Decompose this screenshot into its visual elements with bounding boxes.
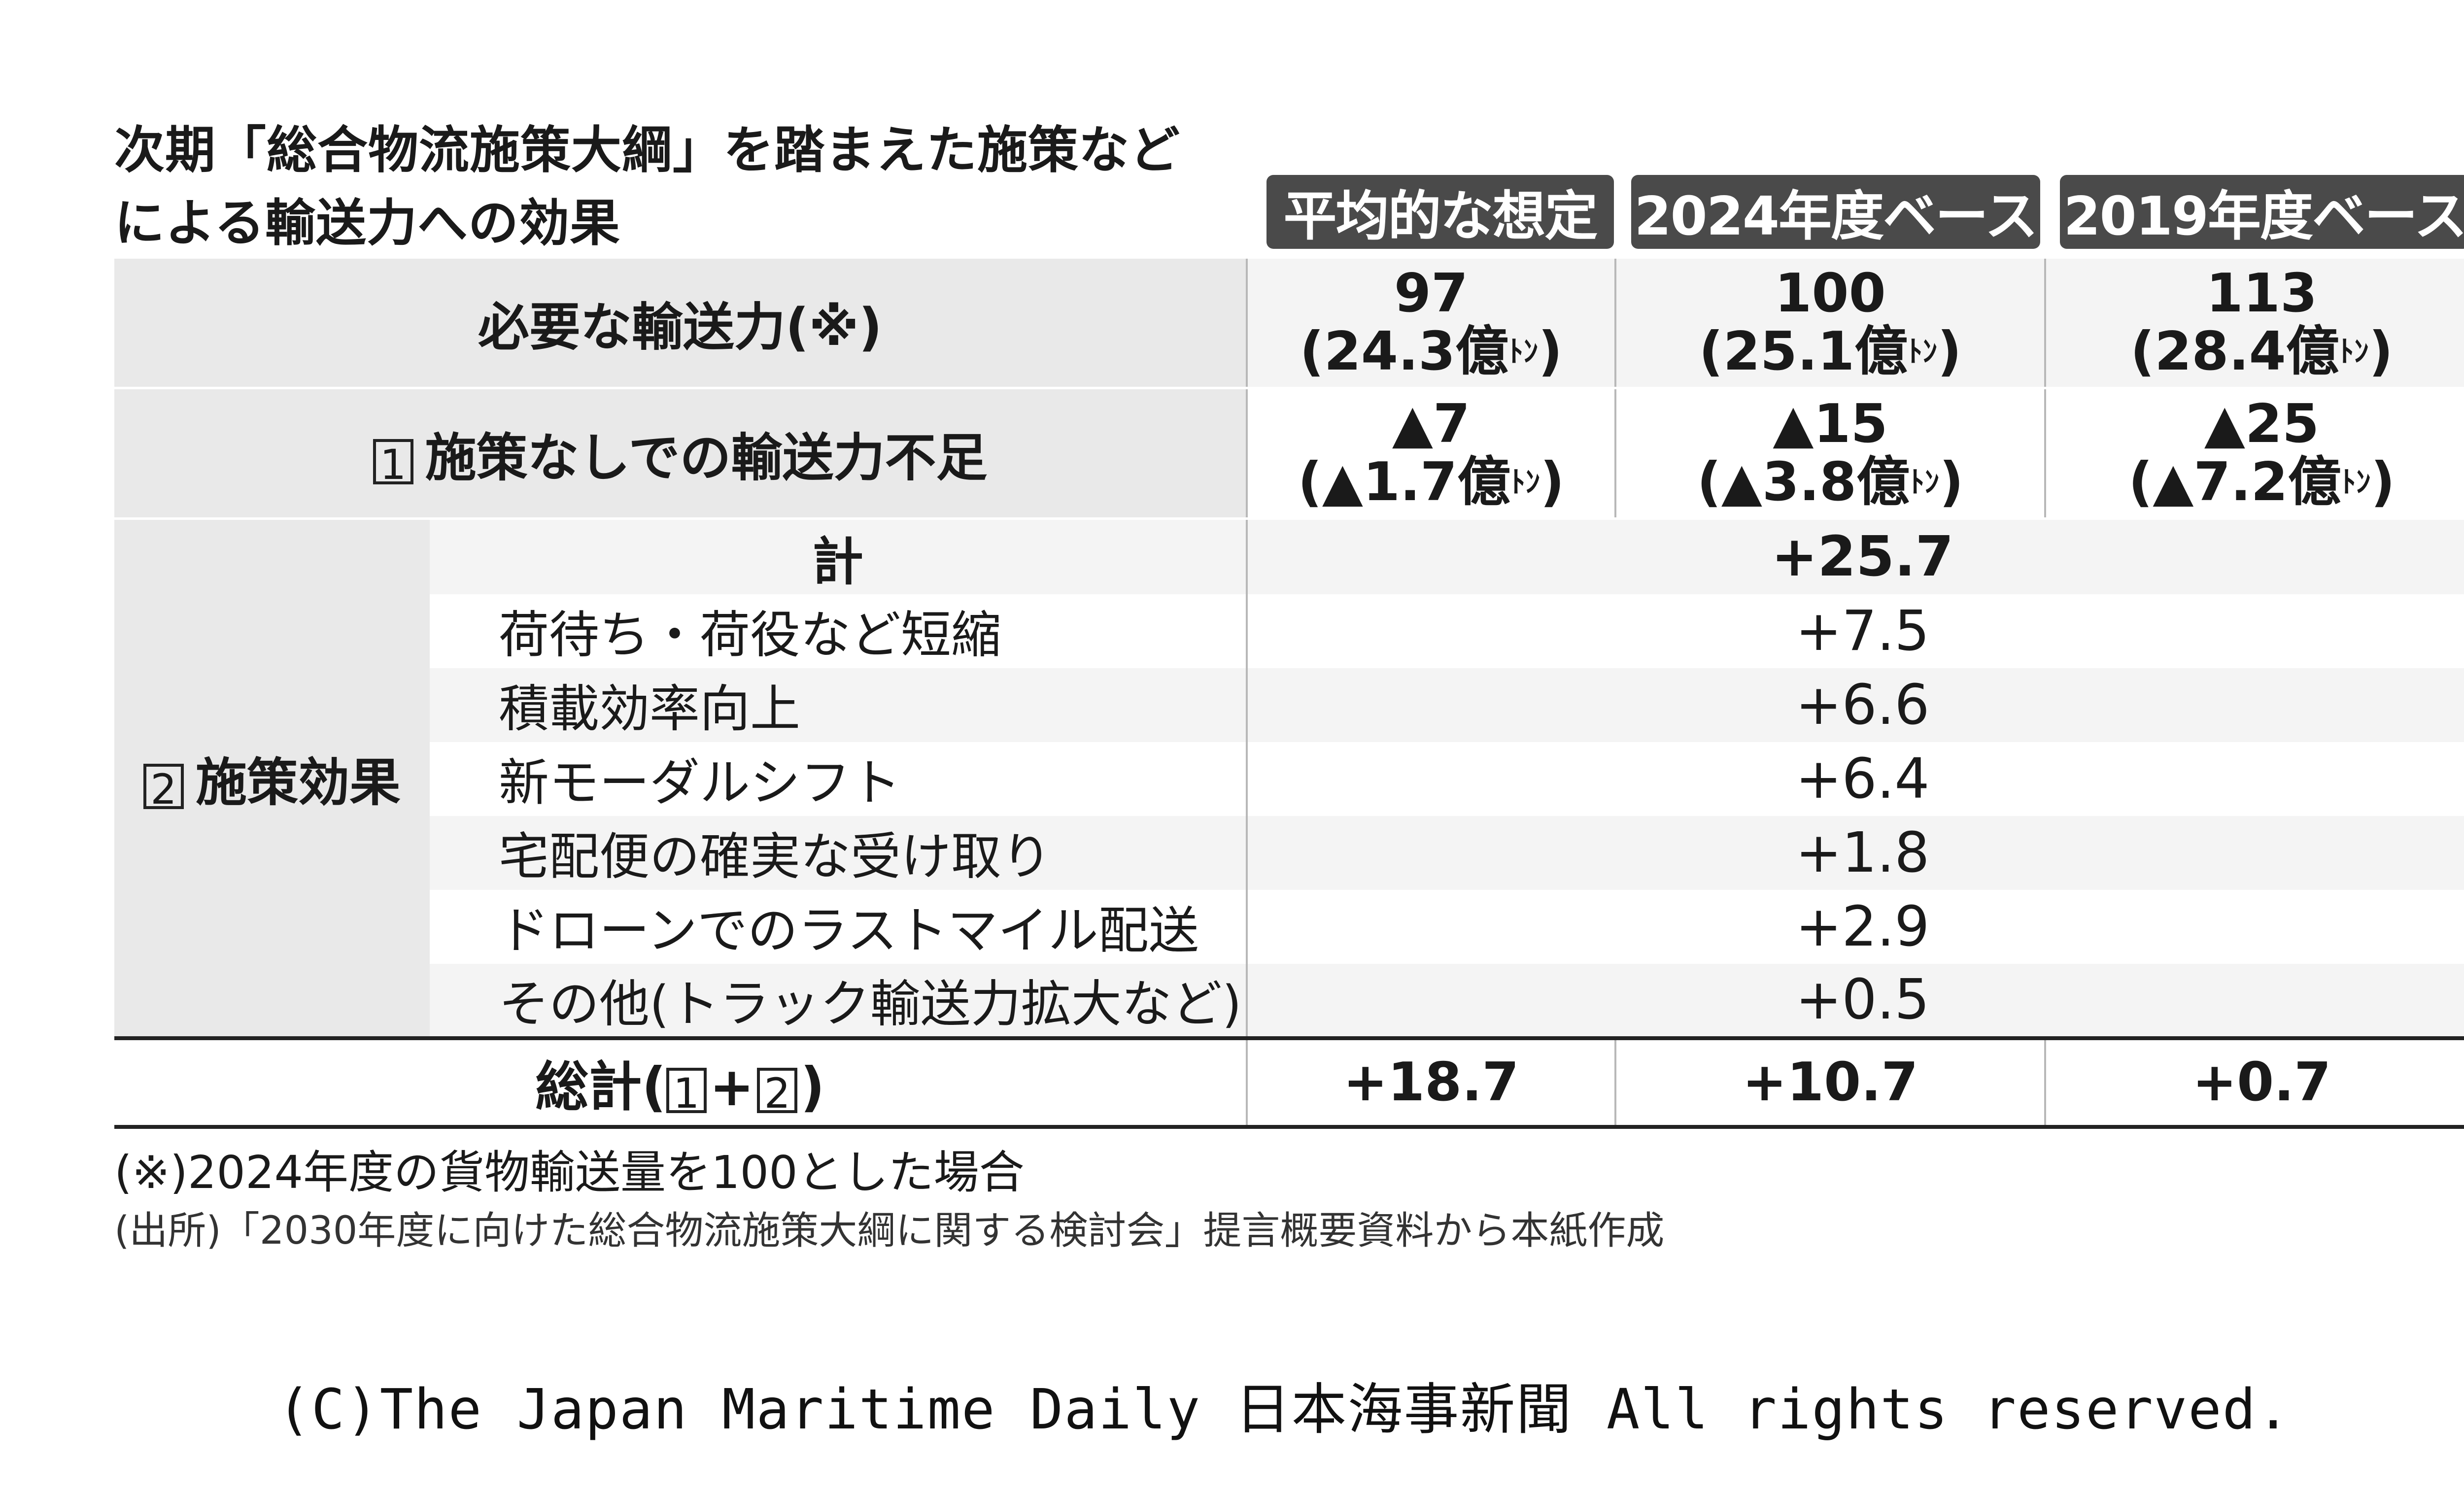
column-header-average: 平均的な想定 (1266, 175, 1614, 249)
required-tons-0: (24.3億ﾄﾝ) (1300, 320, 1563, 382)
required-cell-1: 100 (25.1億ﾄﾝ) (1614, 259, 2046, 388)
effect-total-label: 計 (430, 517, 1247, 594)
column-header-2019: 2019年度ベース (2060, 175, 2464, 249)
shortage-label-cell: 1 施策なしでの輸送力不足 (114, 386, 1247, 518)
shortage-value-2: ▲25 (2204, 393, 2320, 455)
effect-label-cell: 2 施策効果 (114, 517, 430, 1038)
effect-item-label-1: 積載効率向上 (499, 680, 800, 739)
effect-label: 施策効果 (195, 752, 401, 813)
number-box-2: 2 (143, 763, 184, 812)
row-shortage: 1 施策なしでの輸送力不足 ▲7 (▲1.7億ﾄﾝ) ▲15 (▲3.8億ﾄﾝ) … (114, 386, 2464, 518)
effect-row-0: 荷待ち・荷役など短縮 +7.5 (114, 594, 2464, 668)
effect-row-5: その他(トラック輸送力拡大など) +0.5 (114, 963, 2464, 1038)
copyright-notice: (C)The Japan Maritime Daily 日本海事新聞 All r… (277, 1378, 2291, 1442)
shortage-tons-1: (▲3.8億ﾄﾝ) (1697, 451, 1964, 513)
shortage-cell-2: ▲25 (▲7.2億ﾄﾝ) (2044, 386, 2464, 518)
required-value-2: 113 (2206, 262, 2318, 324)
effect-item-value-4: +2.9 (1246, 889, 2464, 964)
shortage-value-0: ▲7 (1392, 393, 1471, 455)
effect-item-label-4: ドローンでのラストマイル配送 (499, 902, 1199, 960)
effect-item-value-0: +7.5 (1246, 594, 2464, 668)
required-tons-1: (25.1億ﾄﾝ) (1699, 320, 1962, 382)
footnote: (※)2024年度の貨物輸送量を100とした場合 (114, 1146, 1025, 1199)
number-box-1: 1 (373, 439, 413, 487)
number-box-2-total: 2 (757, 1067, 798, 1116)
effect-item-label-2: 新モーダルシフト (499, 754, 901, 813)
required-value-1: 100 (1775, 262, 1886, 324)
required-label: 必要な輸送力(※) (478, 297, 883, 358)
effect-row-4: ドローンでのラストマイル配送 +2.9 (114, 889, 2464, 964)
grand-total-value-2: +0.7 (2044, 1036, 2464, 1129)
title-line-1: 次期「総合物流施策大綱」を踏まえた施策など (114, 121, 1180, 180)
effect-row-1: 積載効率向上 +6.6 (114, 668, 2464, 742)
data-table: 必要な輸送力(※) 97 (24.3億ﾄﾝ) 100 (25.1億ﾄﾝ) 113… (114, 259, 2464, 1129)
grand-total-label: 総計(1 +2) (114, 1036, 1247, 1129)
grand-total-value-1: +10.7 (1614, 1036, 2046, 1129)
effect-row-3: 宅配便の確実な受け取り +1.8 (114, 815, 2464, 890)
shortage-cell-1: ▲15 (▲3.8億ﾄﾝ) (1614, 386, 2046, 518)
effect-item-label-3: 宅配便の確実な受け取り (499, 828, 1052, 886)
row-effect-total: 2 施策効果 計 +25.7 (114, 517, 2464, 1038)
required-cell-0: 97 (24.3億ﾄﾝ) (1246, 259, 1616, 388)
effect-total-value: +25.7 (1246, 517, 2464, 594)
chart-title: 次期「総合物流施策大綱」を踏まえた施策など による輸送力への効果 (114, 114, 1180, 260)
required-tons-2: (28.4億ﾄﾝ) (2130, 320, 2394, 382)
shortage-label: 施策なしでの輸送力不足 (425, 428, 988, 488)
shortage-tons-0: (▲1.7億ﾄﾝ) (1298, 451, 1565, 513)
shortage-tons-2: (▲7.2億ﾄﾝ) (2128, 451, 2396, 513)
effect-item-value-3: +1.8 (1246, 815, 2464, 890)
effect-item-value-1: +6.6 (1246, 668, 2464, 742)
row-grand-total: 総計(1 +2) +18.7 +10.7 +0.7 (114, 1036, 2464, 1129)
grand-total-value-0: +18.7 (1246, 1036, 1616, 1129)
effect-item-label-5: その他(トラック輸送力拡大など) (499, 975, 1242, 1034)
effect-item-label-0: 荷待ち・荷役など短縮 (499, 606, 1001, 665)
required-cell-2: 113 (28.4億ﾄﾝ) (2044, 259, 2464, 388)
effect-item-value-5: +0.5 (1246, 963, 2464, 1038)
row-required: 必要な輸送力(※) 97 (24.3億ﾄﾝ) 100 (25.1億ﾄﾝ) 113… (114, 259, 2464, 388)
shortage-value-1: ▲15 (1773, 393, 1888, 455)
effect-row-2: 新モーダルシフト +6.4 (114, 742, 2464, 816)
number-box-1-total: 1 (666, 1067, 707, 1116)
effect-item-value-2: +6.4 (1246, 742, 2464, 816)
column-header-2024: 2024年度ベース (1631, 175, 2040, 249)
shortage-cell-0: ▲7 (▲1.7億ﾄﾝ) (1246, 386, 1616, 518)
title-line-2: による輸送力への効果 (114, 194, 620, 253)
required-value-0: 97 (1394, 262, 1469, 324)
source-note: (出所)「2030年度に向けた総合物流施策大綱に関する検討会」提言概要資料から本… (114, 1209, 1665, 1253)
